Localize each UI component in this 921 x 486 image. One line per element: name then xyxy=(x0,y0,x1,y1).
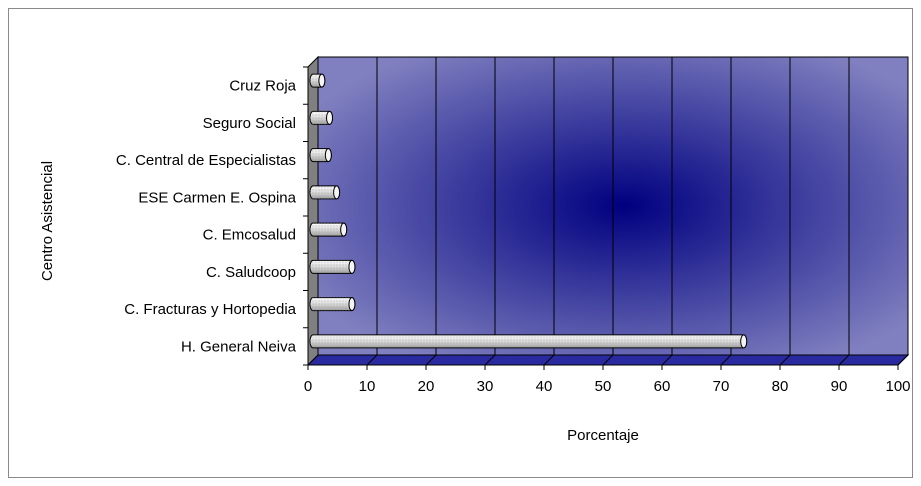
x-tick-label: 70 xyxy=(713,378,730,395)
category-label: Cruz Roja xyxy=(229,78,296,95)
bar-end-cap xyxy=(740,334,748,349)
x-axis-title: Porcentaje xyxy=(567,427,639,444)
category-label: C. Fracturas y Hortopedia xyxy=(124,301,296,318)
floor-gridline-40 xyxy=(543,354,555,366)
bar-end-cap xyxy=(333,185,341,200)
bar xyxy=(309,297,356,312)
bar-texture xyxy=(310,260,355,274)
bar-texture xyxy=(310,185,340,199)
bar xyxy=(309,222,348,237)
bar xyxy=(309,185,341,200)
bar-end-cap xyxy=(326,110,334,125)
bar-end-cap xyxy=(348,297,356,312)
bar xyxy=(309,73,326,88)
gridlines xyxy=(366,57,909,366)
floor-gridline-100 xyxy=(897,354,909,366)
floor-gridline-20 xyxy=(425,354,437,366)
category-label: H. General Neiva xyxy=(181,338,297,355)
floor-gridline-50 xyxy=(602,354,614,366)
x-tick-label: 10 xyxy=(359,378,376,395)
x-tick-label: 90 xyxy=(831,378,848,395)
y-axis: Cruz Roja Seguro Social C. Central de Espe… xyxy=(116,66,309,366)
plot-side-wall xyxy=(307,55,319,367)
bar xyxy=(309,148,332,163)
floor-gridline-70 xyxy=(720,354,732,366)
category-label: C. Central de Especialistas xyxy=(116,152,296,169)
bar xyxy=(309,110,334,125)
bar-end-cap xyxy=(324,148,332,163)
x-tick-label: 50 xyxy=(595,378,612,395)
category-label: ESE Carmen E. Ospina xyxy=(138,189,296,206)
bar xyxy=(309,259,356,274)
bar-texture xyxy=(310,297,355,311)
category-label: C. Emcosalud xyxy=(203,227,296,244)
bar xyxy=(309,334,748,349)
floor-gridline-30 xyxy=(484,354,496,366)
x-tick-label: 0 xyxy=(304,378,312,395)
category-label: Seguro Social xyxy=(203,115,296,132)
y-axis-title: Centro Asistencial xyxy=(39,161,56,281)
floor-gridline-80 xyxy=(779,354,791,366)
x-tick-label: 100 xyxy=(885,378,910,395)
x-tick-label: 60 xyxy=(654,378,671,395)
x-tick-label: 40 xyxy=(536,378,553,395)
x-tick-label: 80 xyxy=(772,378,789,395)
floor-gridline-90 xyxy=(838,354,850,366)
floor-gridline-10 xyxy=(366,354,378,366)
bar-end-cap xyxy=(348,259,356,274)
x-tick-label: 30 xyxy=(477,378,494,395)
bar-texture xyxy=(310,223,347,237)
bar-texture xyxy=(310,334,747,348)
bars xyxy=(309,73,748,349)
x-axis: 0 10 20 30 40 50 60 70 80 90 100 xyxy=(304,364,911,395)
floor-gridline-60 xyxy=(661,354,673,366)
bar-end-cap xyxy=(318,73,326,88)
x-tick-label: 20 xyxy=(418,378,435,395)
bar-end-cap xyxy=(340,222,348,237)
category-label: C. Saludcoop xyxy=(206,264,296,281)
